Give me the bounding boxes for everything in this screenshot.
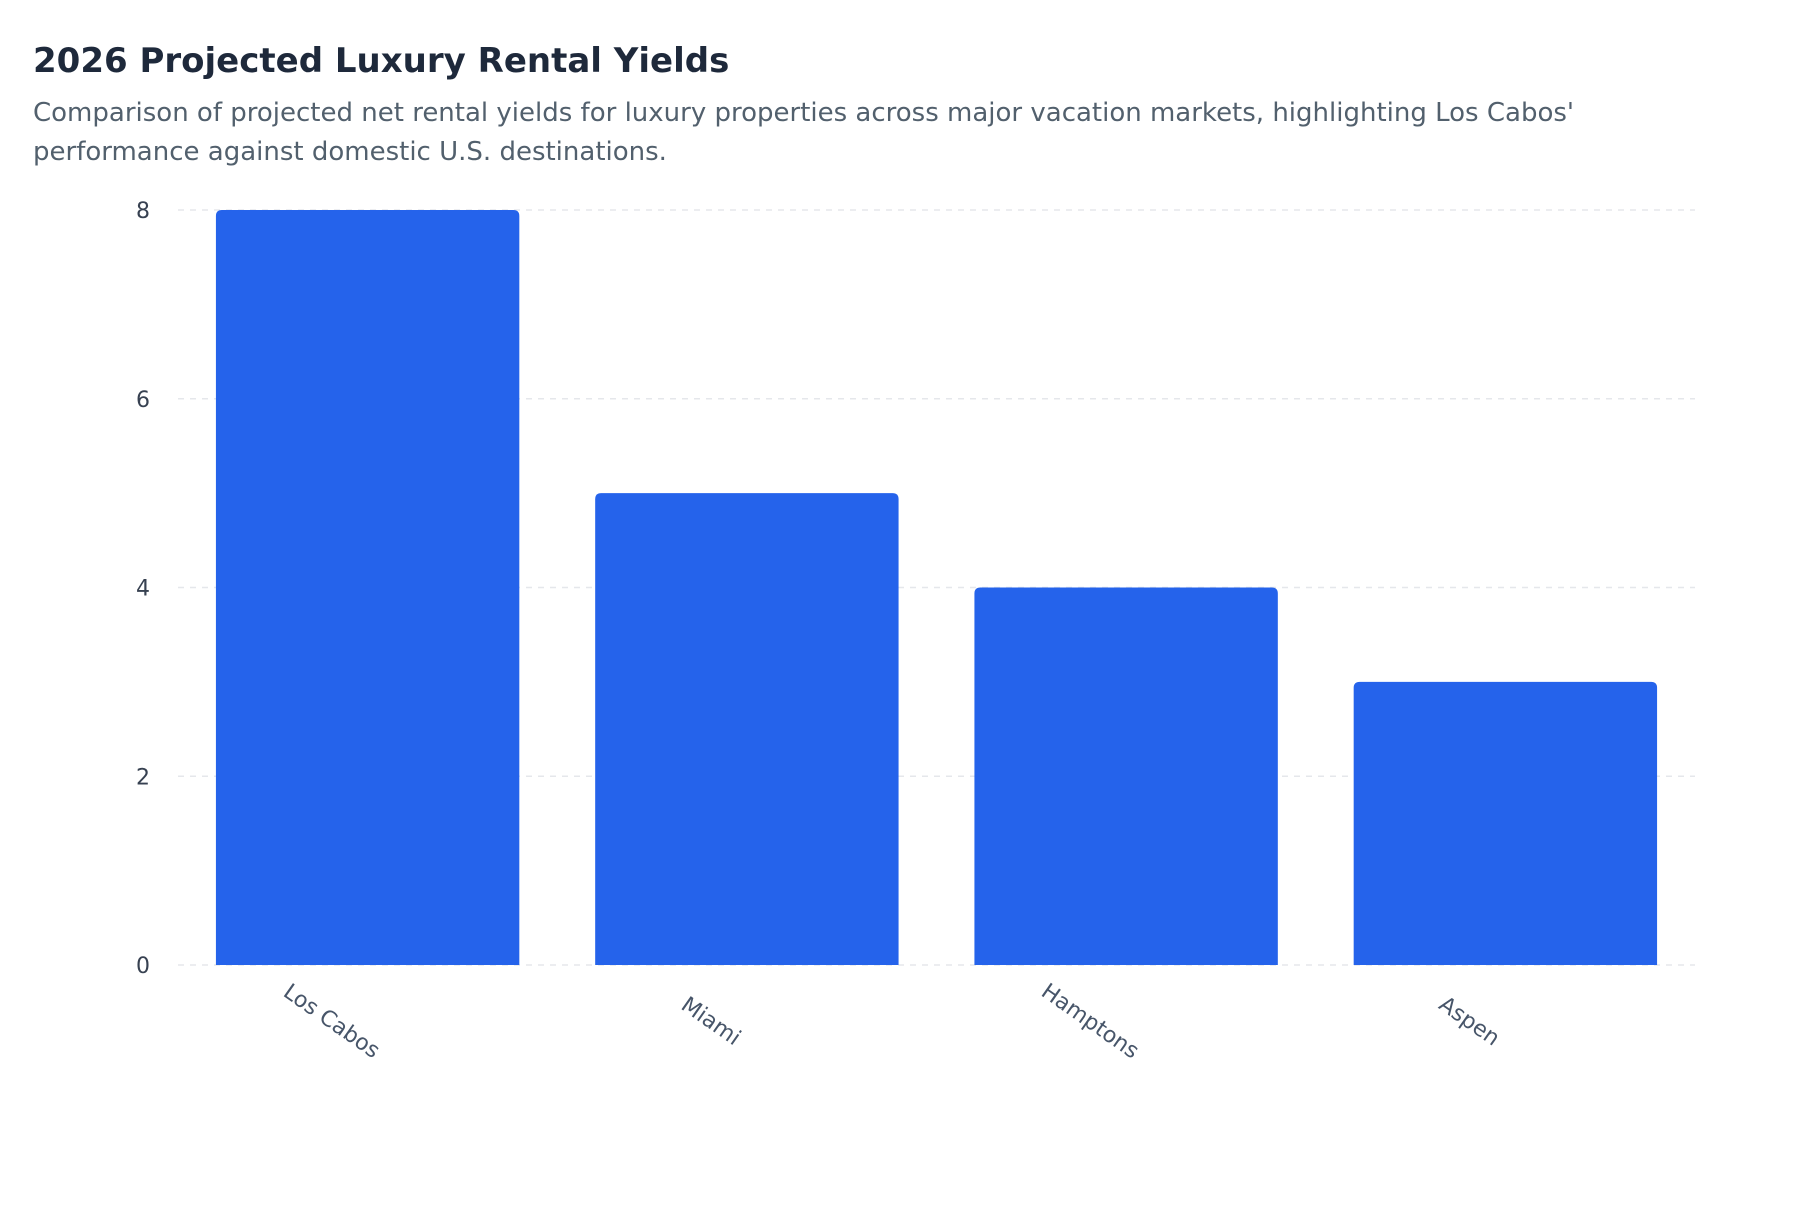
x-tick-label: Hamptons bbox=[1036, 979, 1143, 1064]
bar-miami[interactable] bbox=[595, 493, 899, 965]
chart-title: 2026 Projected Luxury Rental Yields bbox=[33, 41, 730, 81]
bar-aspen[interactable] bbox=[1353, 681, 1658, 965]
bar-hamptons[interactable] bbox=[974, 587, 1278, 966]
y-tick-label: 8 bbox=[136, 199, 150, 224]
x-tick-label: Los Cabos bbox=[279, 979, 385, 1063]
bars bbox=[215, 210, 1658, 966]
x-tick-label: Aspen bbox=[1434, 992, 1504, 1051]
y-axis-ticks: 0 2 4 6 8 bbox=[136, 199, 150, 979]
y-tick-label: 6 bbox=[136, 388, 150, 413]
x-axis-labels: Los Cabos Miami Hamptons Aspen bbox=[279, 979, 1505, 1064]
bar-los-cabos[interactable] bbox=[215, 210, 520, 965]
chart-header: 2026 Projected Luxury Rental Yields Comp… bbox=[33, 36, 1653, 172]
chart-subtitle: Comparison of projected net rental yield… bbox=[33, 98, 1575, 167]
y-tick-label: 0 bbox=[136, 954, 150, 979]
x-tick-label: Miami bbox=[676, 992, 745, 1050]
y-tick-label: 4 bbox=[136, 577, 150, 602]
y-tick-label: 2 bbox=[136, 765, 150, 790]
